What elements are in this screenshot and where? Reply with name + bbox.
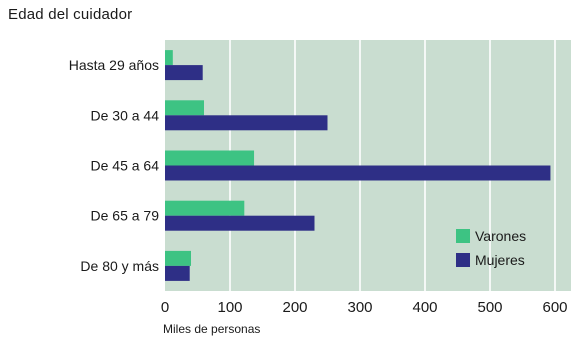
x-axis-label: Miles de personas <box>163 322 260 336</box>
category-labels: Hasta 29 años De 30 a 44 De 45 a 64 De 65 a… <box>69 57 160 274</box>
bar-mujeres <box>165 115 328 131</box>
bar-mujeres <box>165 65 203 81</box>
x-tick-label: 200 <box>282 299 307 316</box>
legend-swatch-mujeres <box>456 253 470 267</box>
category-label: De 80 y más <box>80 258 159 274</box>
chart-title: Edad del cuidador <box>8 6 133 23</box>
x-tick-label: 300 <box>347 299 372 316</box>
bar-mujeres <box>165 165 551 181</box>
x-tick-label: 500 <box>477 299 502 316</box>
legend-label: Varones <box>475 228 526 244</box>
x-tick-label: 400 <box>412 299 437 316</box>
x-tick-label: 100 <box>217 299 242 316</box>
bar-mujeres <box>165 265 190 281</box>
category-label: Hasta 29 años <box>69 57 159 73</box>
category-label: De 65 a 79 <box>91 208 160 224</box>
bar-mujeres <box>165 215 315 231</box>
bar-varones <box>165 100 204 116</box>
x-tick-label: 0 <box>161 299 169 316</box>
bar-varones <box>165 250 191 266</box>
category-label: De 45 a 64 <box>91 158 160 174</box>
legend-label: Mujeres <box>475 252 525 268</box>
category-label: De 30 a 44 <box>91 107 160 123</box>
x-tick-labels: 0 100 200 300 400 500 600 <box>161 299 568 316</box>
bar-varones <box>165 200 245 216</box>
bar-varones <box>165 50 173 66</box>
x-tick-label: 600 <box>542 299 567 316</box>
bar-varones <box>165 150 255 166</box>
legend-swatch-varones <box>456 229 470 243</box>
legend: Varones Mujeres <box>456 228 526 268</box>
bars <box>165 50 551 281</box>
